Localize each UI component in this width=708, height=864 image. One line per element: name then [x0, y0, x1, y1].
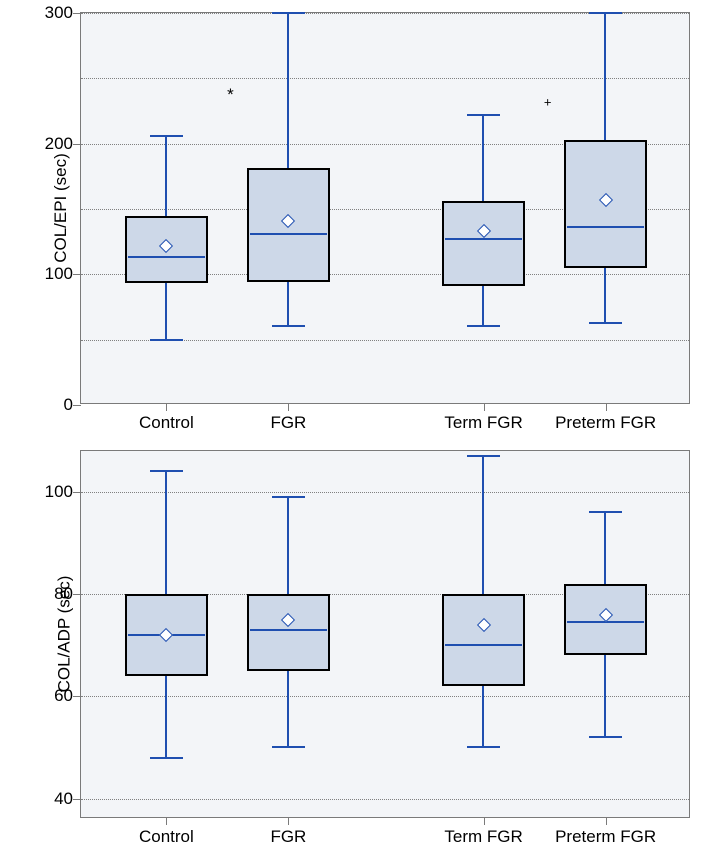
plot-area-col-adp: 406080100ControlFGRTerm FGRPreterm FGR: [80, 450, 690, 818]
gridline: [81, 492, 689, 493]
boxplot-whisker-cap: [467, 746, 501, 748]
boxplot-median: [250, 629, 328, 631]
boxplot-whisker-cap: [589, 511, 623, 513]
xtick-mark: [484, 817, 485, 825]
boxplot-box: [247, 594, 329, 671]
ytick-mark: [73, 492, 81, 493]
xtick-label: Control: [139, 413, 194, 433]
gridline: [81, 78, 689, 79]
ytick-label: 40: [54, 789, 73, 809]
xtick-mark: [606, 403, 607, 411]
xtick-label: Preterm FGR: [555, 827, 656, 847]
significance-marker: +: [544, 94, 552, 109]
boxplot-median: [128, 256, 206, 258]
ylabel-col-epi: COL/EPI (sec): [6, 198, 26, 218]
ytick-label: 80: [54, 584, 73, 604]
ylabel-col-adp: COL/ADP (sec): [6, 624, 26, 644]
ytick-label: 60: [54, 686, 73, 706]
significance-marker: *: [227, 85, 234, 105]
boxplot-figure: COL/EPI (sec) 0100200300ControlFGRTerm F…: [0, 0, 708, 864]
ytick-mark: [73, 405, 81, 406]
boxplot-whisker-cap: [150, 135, 184, 137]
boxplot-whisker-cap: [589, 736, 623, 738]
ytick-mark: [73, 13, 81, 14]
boxplot-whisker-cap: [272, 325, 306, 327]
xtick-label: FGR: [270, 827, 306, 847]
boxplot-median: [567, 226, 645, 228]
ytick-mark: [73, 696, 81, 697]
boxplot-whisker-cap: [589, 322, 623, 324]
ytick-mark: [73, 594, 81, 595]
panel-col-epi: COL/EPI (sec) 0100200300ControlFGRTerm F…: [0, 6, 708, 444]
boxplot-whisker-cap: [272, 12, 306, 14]
ylabel-col-epi-text: COL/EPI (sec): [51, 153, 71, 263]
boxplot-box: [442, 201, 524, 286]
ytick-mark: [73, 799, 81, 800]
ytick-label: 300: [45, 3, 73, 23]
boxplot-box: [442, 594, 524, 686]
gridline: [81, 799, 689, 800]
xtick-mark: [606, 817, 607, 825]
boxplot-whisker-cap: [272, 746, 306, 748]
xtick-mark: [166, 817, 167, 825]
plot-area-col-epi: 0100200300ControlFGRTerm FGRPreterm FGR*…: [80, 12, 690, 404]
boxplot-whisker-cap: [150, 470, 184, 472]
xtick-mark: [166, 403, 167, 411]
boxplot-median: [445, 644, 523, 646]
panel-col-adp: COL/ADP (sec) 406080100ControlFGRTerm FG…: [0, 450, 708, 864]
ytick-label: 0: [64, 395, 73, 415]
ytick-label: 200: [45, 134, 73, 154]
boxplot-whisker-cap: [467, 455, 501, 457]
xtick-mark: [288, 403, 289, 411]
xtick-label: FGR: [270, 413, 306, 433]
gridline: [81, 696, 689, 697]
ytick-label: 100: [45, 264, 73, 284]
ytick-label: 100: [45, 482, 73, 502]
boxplot-median: [250, 233, 328, 235]
xtick-label: Term FGR: [444, 413, 522, 433]
boxplot-whisker-cap: [150, 339, 184, 341]
xtick-label: Preterm FGR: [555, 413, 656, 433]
boxplot-whisker-cap: [467, 325, 501, 327]
boxplot-whisker-cap: [272, 496, 306, 498]
ytick-mark: [73, 144, 81, 145]
xtick-label: Term FGR: [444, 827, 522, 847]
boxplot-whisker-cap: [467, 114, 501, 116]
xtick-mark: [484, 403, 485, 411]
xtick-mark: [288, 817, 289, 825]
boxplot-whisker-cap: [150, 757, 184, 759]
ytick-mark: [73, 274, 81, 275]
xtick-label: Control: [139, 827, 194, 847]
boxplot-whisker-cap: [589, 12, 623, 14]
